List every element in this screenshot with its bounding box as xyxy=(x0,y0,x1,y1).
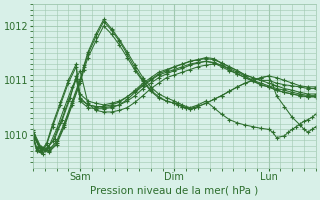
X-axis label: Pression niveau de la mer( hPa ): Pression niveau de la mer( hPa ) xyxy=(90,186,259,196)
